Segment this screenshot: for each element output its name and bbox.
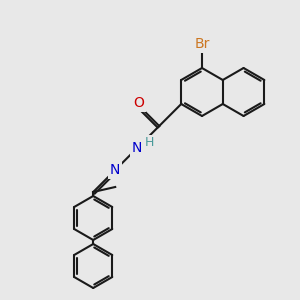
Text: O: O	[133, 96, 144, 110]
Text: N: N	[132, 141, 142, 155]
Text: Br: Br	[194, 37, 210, 51]
Text: N: N	[110, 163, 120, 177]
Text: H: H	[145, 136, 154, 149]
